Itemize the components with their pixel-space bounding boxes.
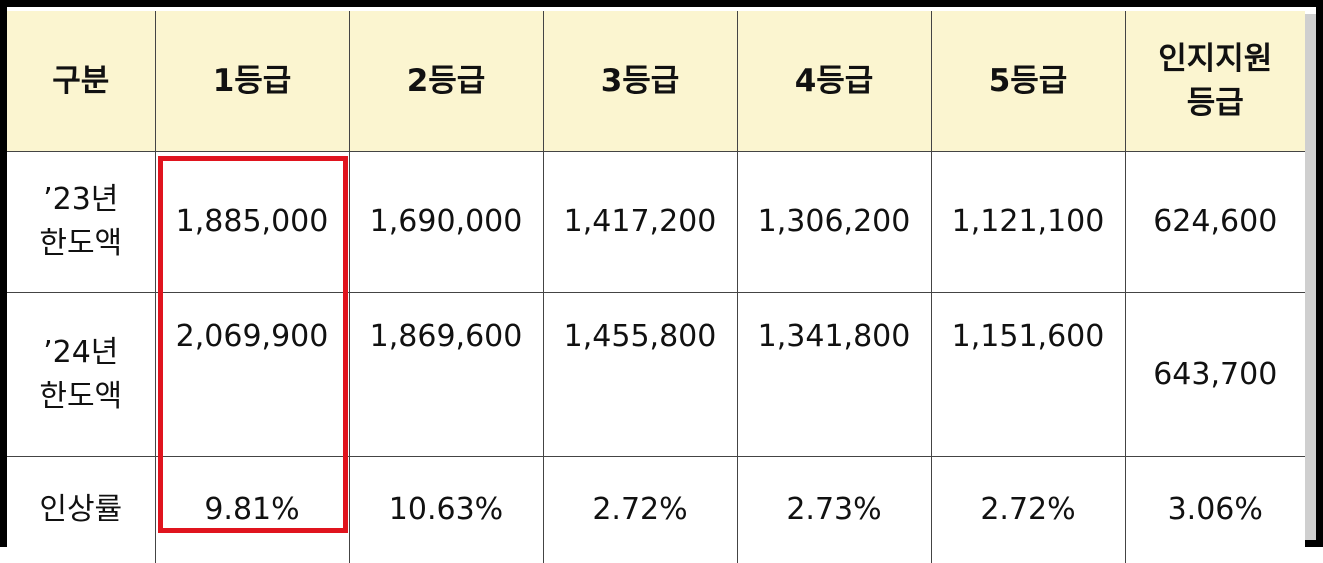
cell-2024-grade-3: 1,455,800 (543, 293, 737, 457)
header-cognitive-support-grade: 인지지원 등급 (1125, 11, 1305, 152)
header-grade-5: 5등급 (931, 11, 1125, 152)
cell-rate-grade-2: 10.63% (349, 457, 543, 563)
table-row-2023-limit: ’23년 한도액 1,885,000 1,690,000 1,417,200 1… (7, 152, 1305, 293)
cell-2024-grade-2: 1,869,600 (349, 293, 543, 457)
cell-2024-grade-5: 1,151,600 (931, 293, 1125, 457)
cell-rate-grade-4: 2.73% (737, 457, 931, 563)
cell-rate-grade-1: 9.81% (155, 457, 349, 563)
header-grade-3: 3등급 (543, 11, 737, 152)
row-label-2023-line-2: 한도액 (39, 226, 122, 261)
header-category: 구분 (7, 11, 155, 152)
cell-2024-grade-4: 1,341,800 (737, 293, 931, 457)
frame-shadow-right (1305, 14, 1316, 540)
cell-rate-grade-5: 2.72% (931, 457, 1125, 563)
row-label-2024-line-2: 한도액 (39, 379, 122, 414)
header-row: 구분 1등급 2등급 3등급 4등급 5등급 인지지원 등급 (7, 11, 1305, 152)
cell-2024-cognitive: 643,700 (1125, 293, 1305, 457)
header-cognitive-line-1: 인지지원 (1158, 41, 1272, 77)
header-grade-4: 4등급 (737, 11, 931, 152)
header-cognitive-line-2: 등급 (1187, 85, 1244, 121)
cell-2023-grade-1: 1,885,000 (155, 152, 349, 293)
row-label-2024: ’24년 한도액 (7, 293, 155, 457)
care-limit-table: 구분 1등급 2등급 3등급 4등급 5등급 인지지원 등급 ’23년 한도액 … (7, 11, 1305, 563)
table-row-increase-rate: 인상률 9.81% 10.63% 2.72% 2.73% 2.72% 3.06% (7, 457, 1305, 563)
header-grade-2: 2등급 (349, 11, 543, 152)
cell-2023-grade-5: 1,121,100 (931, 152, 1125, 293)
table-row-2024-limit: ’24년 한도액 2,069,900 1,869,600 1,455,800 1… (7, 293, 1305, 457)
row-label-2024-line-1: ’24년 (43, 335, 118, 370)
cell-2023-grade-4: 1,306,200 (737, 152, 931, 293)
cell-rate-cognitive: 3.06% (1125, 457, 1305, 563)
header-grade-1: 1등급 (155, 11, 349, 152)
cell-2024-grade-1: 2,069,900 (155, 293, 349, 457)
cell-rate-grade-3: 2.72% (543, 457, 737, 563)
cell-2023-grade-2: 1,690,000 (349, 152, 543, 293)
row-label-2023-line-1: ’23년 (43, 182, 118, 217)
cell-2023-grade-3: 1,417,200 (543, 152, 737, 293)
row-label-increase-rate: 인상률 (7, 457, 155, 563)
cell-2023-cognitive: 624,600 (1125, 152, 1305, 293)
row-label-2023: ’23년 한도액 (7, 152, 155, 293)
